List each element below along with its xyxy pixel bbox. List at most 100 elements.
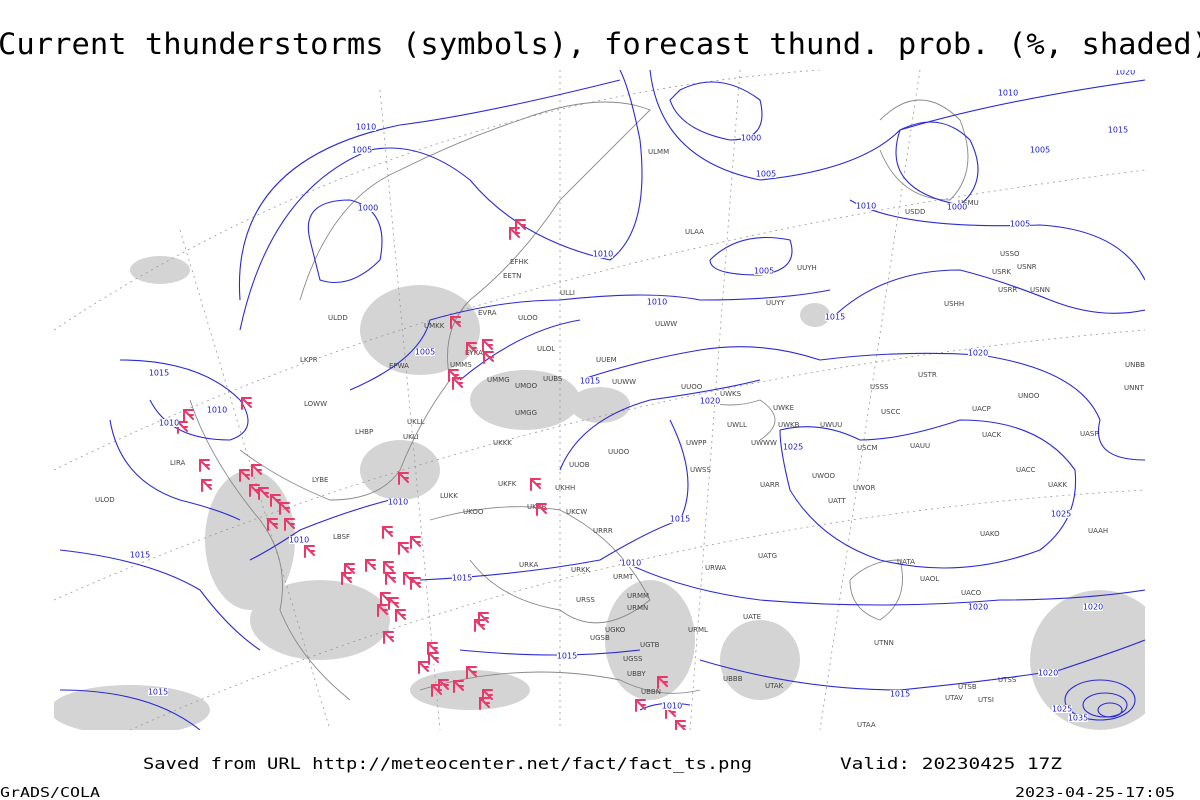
isobar-labels: 1020 1010 1015 1005 1010 1005 1000 1000 1005 1010… <box>130 70 1135 723</box>
isobar-label: 1020 <box>1038 669 1058 678</box>
station-code: ULMM <box>648 148 669 156</box>
station-code: UTAA <box>857 721 876 729</box>
station-code: UUEM <box>596 356 617 364</box>
thunderstorm-symbol <box>452 377 463 390</box>
isobar-label-bg <box>1115 70 1135 76</box>
station-code: LKPR <box>300 356 318 364</box>
station-code: LHBP <box>355 428 373 436</box>
isobar-label: 1005 <box>415 348 435 357</box>
thunderstorm-symbol <box>284 518 295 531</box>
isobar-label-bg <box>1038 669 1058 677</box>
thunderstorms <box>177 219 686 730</box>
station-code: ULDD <box>328 314 348 322</box>
isobar-label-bg <box>890 690 910 698</box>
isobar-label: 1005 <box>352 146 372 155</box>
station-code: UWWW <box>751 439 777 447</box>
isobar-label-bg <box>998 89 1018 97</box>
station-code: UTSB <box>958 683 977 691</box>
isobar-label-bg <box>968 603 988 611</box>
thunderstorm-symbol <box>385 572 396 585</box>
station-code: UACK <box>982 431 1002 439</box>
station-code: USHH <box>944 300 964 308</box>
station-code: USSO <box>1000 250 1020 258</box>
isobar-label: 1035 <box>1068 714 1088 723</box>
stations: ULOO ULOL ULWW UUEM UUWW UUOO UWKS USSS USTR UNOO… <box>95 148 1145 729</box>
station-code: UWPP <box>686 439 707 447</box>
isobar-label: 1015 <box>557 652 577 661</box>
station-code: UWKB <box>778 421 800 429</box>
isobar-label: 1020 <box>968 349 988 358</box>
timestamp: 2023-04-25-17:05 <box>1015 786 1175 800</box>
station-code: ULAA <box>685 228 704 236</box>
station-code: ULOO <box>518 314 538 322</box>
station-code: UMGG <box>515 409 537 417</box>
thunderstorm-symbol <box>410 577 421 590</box>
isobar-label: 1005 <box>1010 220 1030 229</box>
station-code: UGTB <box>640 641 660 649</box>
station-code: UKLI <box>403 433 419 441</box>
station-code: USTR <box>918 371 937 379</box>
isobar-label: 1005 <box>754 267 774 276</box>
isobar-label: 1010 <box>998 89 1018 98</box>
station-code: UARR <box>760 481 780 489</box>
isobar-label-bg <box>358 204 378 212</box>
station-code: URSS <box>576 596 595 604</box>
isobar-label-bg <box>754 267 774 275</box>
isobar-label-bg <box>1108 126 1128 134</box>
isobar-label: 1010 <box>662 702 682 711</box>
isobar-label: 1025 <box>1052 705 1072 714</box>
station-code: UBBN <box>641 688 661 696</box>
station-code: LBSF <box>333 533 350 541</box>
isobar-label-bg <box>289 536 309 544</box>
thunderstorm-symbol <box>199 459 210 472</box>
isobar-label-bg <box>148 688 168 696</box>
isobar-label-bg <box>621 559 641 567</box>
station-code: UACC <box>1016 466 1036 474</box>
station-code: UUBS <box>543 375 563 383</box>
thunderstorm-symbol <box>427 642 438 655</box>
isobar-label: 1010 <box>621 559 641 568</box>
thunderstorm-symbol <box>344 563 355 576</box>
isobar-label: 1015 <box>1108 126 1128 135</box>
station-code: USRR <box>998 286 1017 294</box>
thunderstorm-symbol <box>382 526 393 539</box>
thunderstorm-symbol <box>474 619 485 632</box>
station-code: UKCW <box>566 508 587 516</box>
station-code: UWLL <box>727 421 747 429</box>
isobar-label-bg <box>662 702 682 710</box>
thunderstorm-symbol <box>239 469 250 482</box>
station-code: UTSI <box>978 696 994 704</box>
thunderstorm-symbol <box>251 464 262 477</box>
station-code: UUYY <box>766 299 786 307</box>
station-code: UBBB <box>723 675 743 683</box>
station-code: UGSB <box>590 634 610 642</box>
isobars <box>59 70 1145 730</box>
station-code: UATT <box>828 497 847 505</box>
station-code: UACP <box>972 405 991 413</box>
isobar-label: 1025 <box>783 443 803 452</box>
station-code: UUYH <box>797 264 817 272</box>
thunderstorm-symbol <box>398 472 409 485</box>
thunderstorm-symbol <box>201 479 212 492</box>
isobar-label-bg <box>207 406 227 414</box>
station-code: UAOL <box>920 575 939 583</box>
station-code: URML <box>688 626 708 634</box>
isobar-label-bg <box>670 515 690 523</box>
thunderstorm-symbol <box>536 503 547 516</box>
station-code: UAUU <box>910 442 930 450</box>
station-code: UWUU <box>820 421 842 429</box>
isobar-label: 1010 <box>593 250 613 259</box>
station-code: USRK <box>992 268 1011 276</box>
isobar-label-bg <box>130 551 150 559</box>
thunderstorm-symbol <box>241 397 252 410</box>
station-code: ULOD <box>95 496 115 504</box>
station-code: UWKS <box>720 390 742 398</box>
station-code: UATG <box>758 552 777 560</box>
station-code: USCM <box>857 444 878 452</box>
isobar-label-bg <box>452 574 472 582</box>
station-code: UTNN <box>874 639 894 647</box>
station-code: LIRA <box>170 459 186 467</box>
station-code: UKLL <box>407 418 425 426</box>
isobar-label-bg <box>825 313 845 321</box>
isobar-label: 1010 <box>856 202 876 211</box>
